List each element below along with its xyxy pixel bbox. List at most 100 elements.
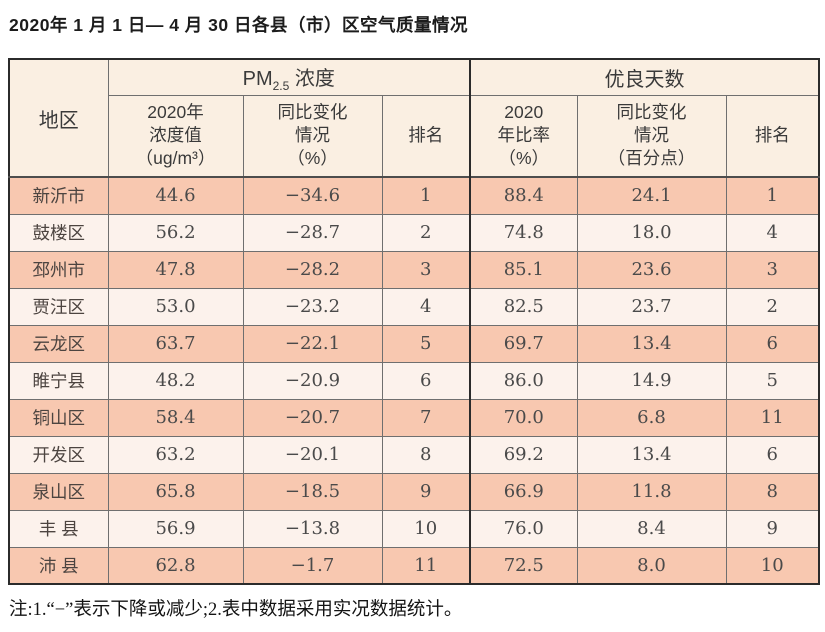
pm-rank-cell: 6 bbox=[381, 361, 471, 400]
gd-rank-cell: 6 bbox=[725, 324, 820, 363]
gd-rate-cell: 86.0 bbox=[469, 361, 578, 400]
gd-rate-cell: 85.1 bbox=[469, 250, 578, 289]
pm-value-cell: 44.6 bbox=[107, 176, 244, 215]
table-row: 沛 县 62.8 −1.7 11 72.5 8.0 10 bbox=[8, 546, 820, 585]
gd-rank-cell: 10 bbox=[725, 546, 820, 585]
region-cell: 丰 县 bbox=[8, 509, 109, 548]
pm-rank-cell: 7 bbox=[381, 398, 471, 437]
gd-change-cell: 23.7 bbox=[576, 287, 727, 326]
table-row: 贾汪区 53.0 −23.2 4 82.5 23.7 2 bbox=[8, 287, 820, 326]
gd-rate-cell: 69.7 bbox=[469, 324, 578, 363]
pm-value-cell: 48.2 bbox=[107, 361, 244, 400]
pm-value-cell: 53.0 bbox=[107, 287, 244, 326]
gd-change-cell: 6.8 bbox=[576, 398, 727, 437]
gd-change-cell: 14.9 bbox=[576, 361, 727, 400]
table-row: 开发区 63.2 −20.1 8 69.2 13.4 6 bbox=[8, 435, 820, 474]
pm25-label-subscript: 2.5 bbox=[272, 78, 290, 93]
region-cell: 邳州市 bbox=[8, 250, 109, 289]
gd-change-cell: 11.8 bbox=[576, 472, 727, 511]
region-cell: 沛 县 bbox=[8, 546, 109, 585]
table-row: 邳州市 47.8 −28.2 3 85.1 23.6 3 bbox=[8, 250, 820, 289]
gd-rank-cell: 11 bbox=[725, 398, 820, 437]
pm-value-cell: 63.2 bbox=[107, 435, 244, 474]
pm-value-cell: 56.2 bbox=[107, 213, 244, 252]
gd-rate-cell: 66.9 bbox=[469, 472, 578, 511]
region-cell: 睢宁县 bbox=[8, 361, 109, 400]
gd-rank-cell: 2 bbox=[725, 287, 820, 326]
gd-change-cell: 13.4 bbox=[576, 324, 727, 363]
gd-rate-cell: 69.2 bbox=[469, 435, 578, 474]
pm-value-cell: 65.8 bbox=[107, 472, 244, 511]
footnote: 注:1.“−”表示下降或减少;2.表中数据采用实况数据统计。 bbox=[9, 600, 463, 620]
region-cell: 贾汪区 bbox=[8, 287, 109, 326]
gd-rate-cell: 76.0 bbox=[469, 509, 578, 548]
col-header-pm-value: 2020年 浓度值 （ug/m³） bbox=[107, 94, 244, 178]
pm-rank-cell: 4 bbox=[381, 287, 471, 326]
gd-rank-cell: 3 bbox=[725, 250, 820, 289]
gd-rank-cell: 8 bbox=[725, 472, 820, 511]
pm-rank-cell: 8 bbox=[381, 435, 471, 474]
table-row: 丰 县 56.9 −13.8 10 76.0 8.4 9 bbox=[8, 509, 820, 548]
pm-rank-cell: 5 bbox=[381, 324, 471, 363]
col-header-region: 地区 bbox=[8, 58, 109, 178]
pm-change-cell: −18.5 bbox=[242, 472, 383, 511]
pm-change-cell: −23.2 bbox=[242, 287, 383, 326]
col-header-gd-rank: 排名 bbox=[725, 94, 820, 178]
pm-change-cell: −20.7 bbox=[242, 398, 383, 437]
pm-rank-cell: 1 bbox=[381, 176, 471, 215]
table-row: 泉山区 65.8 −18.5 9 66.9 11.8 8 bbox=[8, 472, 820, 511]
pm25-label-main: PM bbox=[242, 67, 273, 90]
pm-change-cell: −22.1 bbox=[242, 324, 383, 363]
region-cell: 泉山区 bbox=[8, 472, 109, 511]
gd-change-cell: 24.1 bbox=[576, 176, 727, 215]
gd-rank-cell: 6 bbox=[725, 435, 820, 474]
gd-change-cell: 8.4 bbox=[576, 509, 727, 548]
col-header-gd-rate: 2020 年比率 （%） bbox=[469, 94, 578, 178]
table-row: 铜山区 58.4 −20.7 7 70.0 6.8 11 bbox=[8, 398, 820, 437]
pm-rank-cell: 2 bbox=[381, 213, 471, 252]
pm-rank-cell: 9 bbox=[381, 472, 471, 511]
pm25-label-rest: 浓度 bbox=[289, 67, 335, 90]
col-header-pm-rank: 排名 bbox=[381, 94, 471, 178]
col-header-gd-change: 同比变化 情况 （百分点） bbox=[576, 94, 727, 178]
gd-rate-cell: 74.8 bbox=[469, 213, 578, 252]
pm-value-cell: 47.8 bbox=[107, 250, 244, 289]
col-group-pm25: PM2.5 浓度 bbox=[107, 58, 471, 96]
table-row: 新沂市 44.6 −34.6 1 88.4 24.1 1 bbox=[8, 176, 820, 215]
region-cell: 新沂市 bbox=[8, 176, 109, 215]
table-row: 鼓楼区 56.2 −28.7 2 74.8 18.0 4 bbox=[8, 213, 820, 252]
col-group-good-days: 优良天数 bbox=[469, 58, 820, 96]
gd-rank-cell: 1 bbox=[725, 176, 820, 215]
gd-rate-cell: 82.5 bbox=[469, 287, 578, 326]
gd-rank-cell: 4 bbox=[725, 213, 820, 252]
region-cell: 鼓楼区 bbox=[8, 213, 109, 252]
table-row: 云龙区 63.7 −22.1 5 69.7 13.4 6 bbox=[8, 324, 820, 363]
gd-rate-cell: 88.4 bbox=[469, 176, 578, 215]
gd-rank-cell: 5 bbox=[725, 361, 820, 400]
gd-change-cell: 13.4 bbox=[576, 435, 727, 474]
pm-change-cell: −28.7 bbox=[242, 213, 383, 252]
pm-value-cell: 62.8 bbox=[107, 546, 244, 585]
pm-value-cell: 56.9 bbox=[107, 509, 244, 548]
table-body: 新沂市 44.6 −34.6 1 88.4 24.1 1 鼓楼区 56.2 −28.7 2 74.8 1… bbox=[8, 176, 820, 585]
pm-change-cell: −28.2 bbox=[242, 250, 383, 289]
gd-change-cell: 23.6 bbox=[576, 250, 727, 289]
gd-rank-cell: 9 bbox=[725, 509, 820, 548]
page-title: 2020年 1 月 1 日— 4 月 30 日各县（市）区空气质量情况 bbox=[9, 15, 468, 35]
pm-change-cell: −20.9 bbox=[242, 361, 383, 400]
header-group-row: 地区 PM2.5 浓度 优良天数 bbox=[8, 58, 820, 178]
gd-rate-cell: 72.5 bbox=[469, 546, 578, 585]
gd-change-cell: 8.0 bbox=[576, 546, 727, 585]
pm-value-cell: 58.4 bbox=[107, 398, 244, 437]
pm-change-cell: −1.7 bbox=[242, 546, 383, 585]
article-page: 2020年 1 月 1 日— 4 月 30 日各县（市）区空气质量情况 地区 P… bbox=[0, 12, 825, 621]
pm-rank-cell: 11 bbox=[381, 546, 471, 585]
region-cell: 云龙区 bbox=[8, 324, 109, 363]
pm-change-cell: −13.8 bbox=[242, 509, 383, 548]
table-row: 睢宁县 48.2 −20.9 6 86.0 14.9 5 bbox=[8, 361, 820, 400]
pm-value-cell: 63.7 bbox=[107, 324, 244, 363]
region-cell: 铜山区 bbox=[8, 398, 109, 437]
gd-rate-cell: 70.0 bbox=[469, 398, 578, 437]
header-sub-row: 2020年 浓度值 （ug/m³） 同比变化 情况 （%） 排名 2020 年比… bbox=[9, 94, 820, 178]
table-header: 地区 PM2.5 浓度 优良天数 2020年 浓度值 （ug/m³） 同比变化 … bbox=[8, 58, 820, 178]
